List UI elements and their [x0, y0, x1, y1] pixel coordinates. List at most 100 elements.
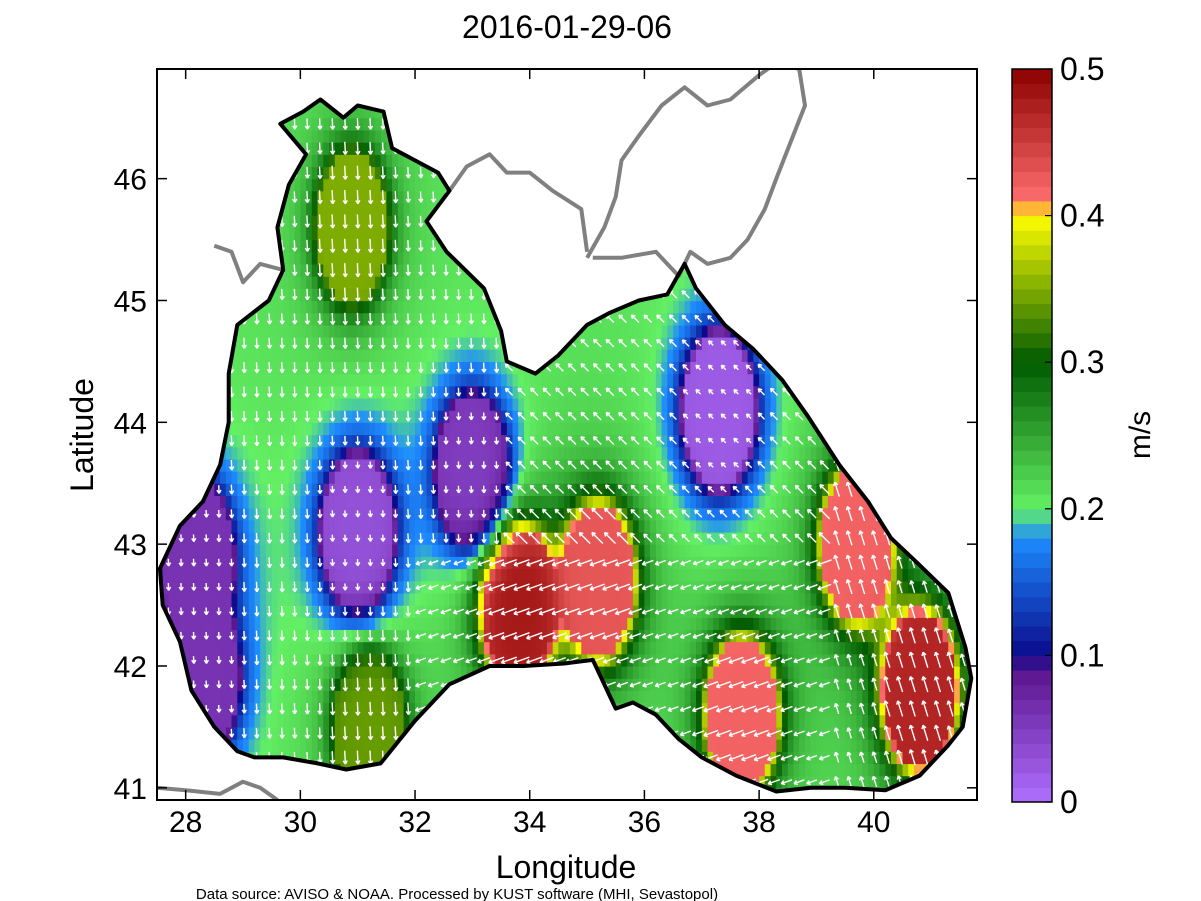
speed-cell	[248, 678, 255, 691]
speed-cell	[369, 324, 376, 338]
speed-cell	[472, 373, 479, 387]
speed-cell	[352, 190, 359, 204]
speed-cell	[363, 276, 370, 289]
speed-cell	[225, 653, 233, 667]
speed-cell	[243, 422, 250, 436]
speed-cell	[369, 434, 376, 448]
speed-cell	[220, 592, 227, 606]
speed-cell	[432, 288, 439, 302]
speed-cell	[329, 349, 336, 362]
speed-cell	[363, 410, 370, 423]
speed-cell	[426, 568, 433, 582]
speed-cell	[277, 227, 284, 241]
speed-cell	[592, 519, 600, 533]
speed-cell	[294, 580, 301, 594]
speed-cell	[288, 507, 296, 521]
speed-cell	[271, 532, 278, 545]
speed-cell	[592, 324, 600, 338]
speed-cell	[438, 617, 445, 630]
speed-cell	[317, 446, 324, 460]
speed-cell	[415, 276, 422, 289]
speed-cell	[460, 507, 468, 521]
speed-cell	[552, 397, 559, 411]
speed-cell	[632, 617, 640, 630]
speed-cell	[266, 592, 273, 606]
speed-cell	[386, 471, 393, 484]
speed-cell	[380, 532, 387, 545]
speed-cell	[592, 532, 600, 545]
speed-cell	[506, 568, 514, 582]
speed-cell	[248, 666, 255, 679]
speed-cell	[455, 446, 462, 460]
speed-cell	[621, 397, 628, 411]
speed-cell	[283, 288, 290, 302]
speed-cell	[403, 385, 410, 399]
speed-cell	[300, 434, 307, 448]
speed-cell	[300, 629, 307, 643]
speed-cell	[501, 507, 508, 521]
speed-cell	[535, 580, 542, 594]
speed-cell	[489, 434, 496, 448]
speed-cell	[277, 702, 284, 716]
speed-cell	[443, 666, 450, 679]
speed-cell	[409, 203, 416, 216]
speed-cell	[386, 519, 393, 533]
speed-cell	[472, 556, 479, 570]
speed-cell	[243, 678, 250, 691]
speed-cell	[288, 324, 296, 338]
speed-cell	[386, 617, 393, 630]
speed-cell	[260, 373, 267, 387]
speed-cell	[420, 349, 428, 362]
speed-cell	[271, 397, 278, 411]
speed-cell	[352, 629, 359, 643]
speed-cell	[397, 337, 405, 350]
speed-cell	[174, 580, 181, 594]
speed-cell	[483, 568, 491, 582]
speed-cell	[231, 471, 238, 484]
speed-cell	[306, 361, 313, 375]
speed-cell	[506, 471, 514, 484]
speed-cell	[346, 629, 353, 643]
speed-cell	[426, 495, 433, 509]
speed-cell	[386, 239, 393, 253]
speed-cell	[300, 458, 307, 472]
speed-cell	[346, 203, 353, 216]
speed-cell	[334, 178, 342, 192]
speed-cell	[363, 605, 370, 618]
speed-cell	[357, 495, 364, 509]
speed-cell	[420, 239, 428, 253]
speed-cell	[443, 434, 450, 448]
speed-cell	[346, 117, 353, 131]
speed-cell	[231, 605, 238, 618]
speed-cell	[317, 739, 324, 752]
speed-cell	[621, 580, 628, 594]
speed-cell	[288, 239, 296, 253]
speed-cell	[208, 532, 215, 545]
speed-cell	[237, 349, 244, 362]
speed-cell	[271, 458, 278, 472]
speed-cell	[225, 605, 233, 618]
speed-cell	[386, 300, 393, 314]
speed-cell	[271, 556, 278, 570]
speed-cell	[248, 617, 255, 630]
speed-cell	[231, 495, 238, 509]
speed-cell	[311, 178, 319, 192]
speed-cell	[311, 507, 319, 521]
speed-cell	[369, 166, 376, 180]
speed-cell	[541, 471, 548, 484]
speed-cell	[501, 446, 508, 460]
speed-cell	[409, 568, 416, 582]
speed-cell	[271, 422, 278, 436]
speed-cell	[317, 666, 324, 679]
speed-cell	[306, 324, 313, 338]
speed-cell	[524, 422, 531, 436]
speed-cell	[380, 666, 387, 679]
speed-cell	[397, 666, 405, 679]
speed-cell	[627, 507, 634, 521]
speed-cell	[243, 592, 250, 606]
speed-cell	[380, 690, 387, 704]
speed-cell	[610, 653, 617, 667]
speed-cell	[615, 324, 622, 338]
speed-cell	[564, 544, 571, 557]
speed-cell	[512, 532, 519, 545]
